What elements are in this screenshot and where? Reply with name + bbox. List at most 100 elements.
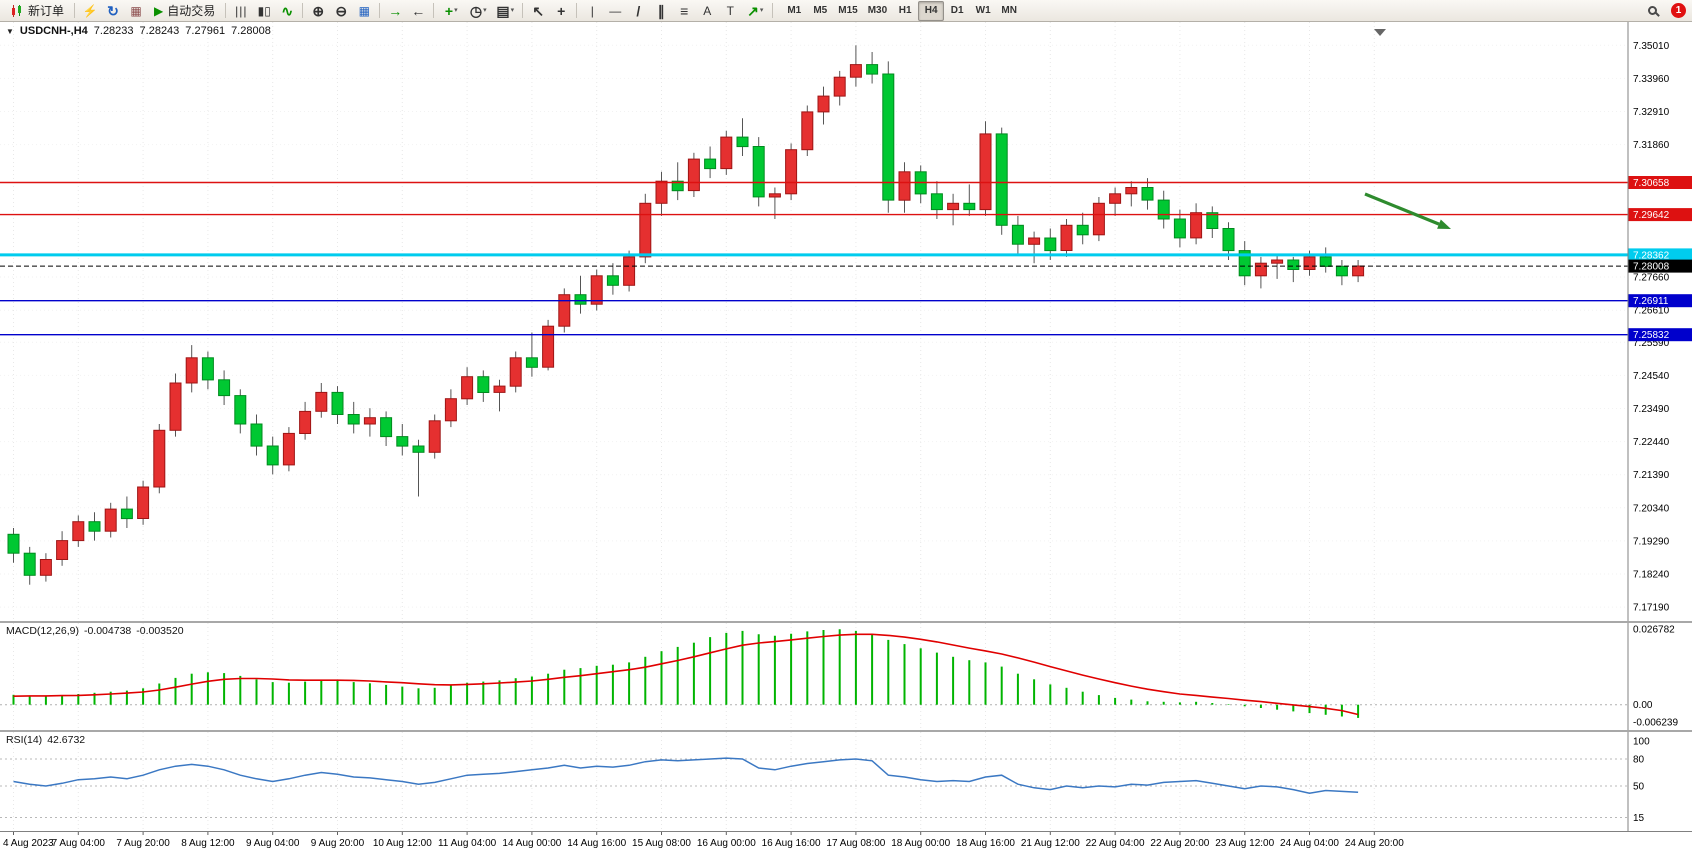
candle xyxy=(7,533,20,554)
equidistant-channel-icon: ∥ xyxy=(657,2,665,19)
candle xyxy=(1044,237,1057,252)
price-tick-label: 7.33960 xyxy=(1633,74,1670,85)
toolbar-separator xyxy=(522,3,524,18)
crosshair-icon: + xyxy=(557,2,566,19)
horizontal-line-button[interactable]: — xyxy=(604,1,626,21)
candle xyxy=(736,136,749,148)
candle xyxy=(120,508,133,520)
timeframe-m30-button[interactable]: M30 xyxy=(863,1,892,21)
toolbar-separator xyxy=(772,3,774,18)
trendline-button[interactable]: / xyxy=(627,1,649,21)
price-badge xyxy=(1628,259,1692,273)
price-tick-label: 7.26610 xyxy=(1633,306,1670,317)
chart-shift-button[interactable]: ← xyxy=(407,1,429,21)
main-chart[interactable]: 7.35010 7.33960 7.32910 7.31860 7.27660 7.266… xyxy=(0,22,1692,621)
cursor-button[interactable]: ↖ xyxy=(527,1,549,21)
price-tick-label: 7.19290 xyxy=(1633,536,1670,547)
tile-windows-button[interactable]: ▦ xyxy=(353,1,375,21)
price-tick-label: 7.35010 xyxy=(1633,41,1670,52)
fibonacci-button[interactable]: ≡ xyxy=(673,1,695,21)
candle xyxy=(1125,187,1138,195)
bar-chart-button[interactable]: ||| xyxy=(230,1,252,21)
price-badge-label: 7.29642 xyxy=(1633,210,1670,221)
candle xyxy=(720,136,733,170)
candle xyxy=(817,95,830,113)
candle xyxy=(1141,187,1154,201)
candle xyxy=(509,357,522,387)
timeframe-m1-button[interactable]: M1 xyxy=(781,1,807,21)
candle xyxy=(477,376,490,394)
vertical-line-button[interactable]: | xyxy=(581,1,603,21)
time-label: 8 Aug 12:00 xyxy=(181,838,235,849)
timeframe-d1-button[interactable]: D1 xyxy=(944,1,970,21)
template-button[interactable]: ▤ ▾ xyxy=(492,1,518,21)
rsi-panel: 100 80 50 15 RSI(14) 42.6732 xyxy=(0,732,1692,831)
candle xyxy=(444,398,457,422)
price-badge xyxy=(1628,294,1692,308)
candle xyxy=(1303,256,1316,270)
candle xyxy=(412,445,425,453)
periods-button[interactable]: ◷ ▾ xyxy=(465,1,491,21)
zoom-out-button[interactable]: ⊖ xyxy=(330,1,352,21)
time-label: 22 Aug 04:00 xyxy=(1086,838,1145,849)
panel-splitter[interactable] xyxy=(0,621,1692,623)
dropdown-icon: ▾ xyxy=(510,7,515,14)
market-watch-button[interactable]: ▦ xyxy=(125,1,147,21)
time-axis[interactable]: 4 Aug 2023 7 Aug 04:00 7 Aug 20:00 8 Aug 12… xyxy=(0,831,1692,852)
equidistant-channel-button[interactable]: ∥ xyxy=(650,1,672,21)
text-label-button[interactable]: T xyxy=(719,1,741,21)
macd-chart[interactable]: 0.026782 0.00 -0.006239 xyxy=(0,623,1692,730)
timeframe-m15-button[interactable]: M15 xyxy=(833,1,862,21)
search-button[interactable] xyxy=(1641,1,1663,21)
time-label: 15 Aug 08:00 xyxy=(632,838,691,849)
zoom-in-icon: ⊕ xyxy=(312,2,325,19)
text-button[interactable]: A xyxy=(696,1,718,21)
line-chart-button[interactable]: ∿ xyxy=(276,1,298,21)
candle xyxy=(606,275,619,286)
timeframe-w1-button[interactable]: W1 xyxy=(970,1,996,21)
time-label: 23 Aug 12:00 xyxy=(1215,838,1274,849)
candle xyxy=(331,391,344,415)
time-label: 18 Aug 00:00 xyxy=(891,838,950,849)
candle xyxy=(785,149,798,195)
arrows-button[interactable]: ↗ ▾ xyxy=(742,1,768,21)
timeframe-bar: M1 M5 M15 M30 H1 H4 D1 W1 MN xyxy=(781,0,1022,21)
price-tick-label: 7.24540 xyxy=(1633,371,1670,382)
timeframe-h1-button[interactable]: H1 xyxy=(892,1,918,21)
timeframe-h4-button[interactable]: H4 xyxy=(918,0,945,21)
time-label: 10 Aug 12:00 xyxy=(373,838,432,849)
candle xyxy=(898,171,911,201)
chart-shift-marker-icon[interactable] xyxy=(1374,29,1386,36)
toolbar-separator xyxy=(379,3,381,18)
rsi-chart[interactable]: 100 80 50 15 xyxy=(0,732,1692,831)
indicators-button[interactable]: + ▾ xyxy=(438,1,464,21)
crosshair-button[interactable]: + xyxy=(550,1,572,21)
zoom-in-button[interactable]: ⊕ xyxy=(307,1,329,21)
candle xyxy=(558,294,571,327)
line-chart-icon: ∿ xyxy=(281,2,294,19)
time-label: 14 Aug 16:00 xyxy=(567,838,626,849)
horizontal-line-icon: — xyxy=(609,3,622,18)
trend-arrow-annotation[interactable] xyxy=(1364,192,1440,226)
new-order-button[interactable]: 新订单 xyxy=(4,1,70,21)
notifications-badge[interactable]: 1 xyxy=(1671,3,1686,18)
rsi-axis-label: 100 xyxy=(1633,737,1650,748)
price-tick-label: 7.25590 xyxy=(1633,338,1670,349)
candle xyxy=(1109,193,1122,204)
timeframe-mn-button[interactable]: MN xyxy=(996,1,1022,21)
time-label: 9 Aug 04:00 xyxy=(246,838,300,849)
tile-windows-icon: ▦ xyxy=(358,3,370,18)
panel-splitter[interactable] xyxy=(0,730,1692,732)
auto-scroll-button[interactable]: → xyxy=(384,1,406,21)
timeframe-m5-button[interactable]: M5 xyxy=(807,1,833,21)
auto-trading-button[interactable]: ▶ 自动交易 xyxy=(148,1,221,21)
candlestick-chart-button[interactable]: ▮▯ xyxy=(253,1,275,21)
candle xyxy=(947,202,960,211)
text-label-icon: T xyxy=(726,3,734,18)
bar-chart-icon: ||| xyxy=(235,3,248,18)
time-label: 17 Aug 08:00 xyxy=(826,838,885,849)
macd-panel: 0.026782 0.00 -0.006239 MACD(12,26,9) -0.0… xyxy=(0,623,1692,730)
metaeditor-button[interactable]: ⚡ xyxy=(79,1,101,21)
price-badge xyxy=(1628,248,1692,262)
profiles-button[interactable]: ↻ xyxy=(102,1,124,21)
